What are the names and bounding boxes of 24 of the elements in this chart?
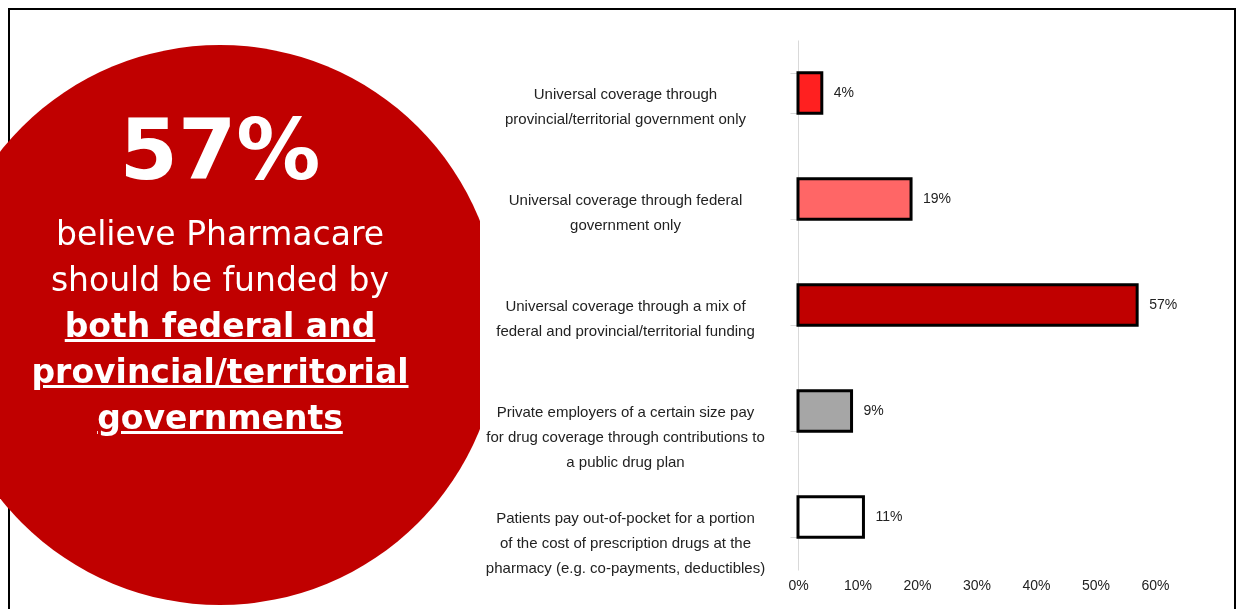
bar: [796, 71, 824, 115]
text: both federal and provincial/territorial governments: [30, 305, 410, 439]
bar: [796, 389, 854, 433]
data-label: 4%: [833, 84, 855, 100]
data-label: 9%: [863, 402, 884, 418]
y-tick-label: Private employers of a certain size pay for drug coverage through contributions to a public drug plan: [486, 402, 765, 470]
x-tick-label: 10%: [843, 576, 873, 593]
data-label: 19%: [923, 190, 952, 206]
x-tick-label: 50%: [1081, 576, 1111, 593]
x-tick-label: 0%: [788, 576, 809, 593]
data-label: 11%: [875, 508, 903, 524]
data-label: 57%: [1149, 296, 1178, 312]
x-tick-label: 60%: [1141, 576, 1170, 593]
y-tick-label: Universal coverage through a mix of federal and provincial/territorial funding: [496, 296, 755, 339]
x-tick-label: 40%: [1022, 576, 1051, 593]
text: 57%: [118, 100, 322, 201]
y-tick-label: Patients pay out-of-pocket for a portion of the cost of prescription drugs at the pharmacy (e.g. co-payments, deductibles): [485, 508, 766, 576]
x-tick-label: 20%: [903, 576, 932, 593]
x-tick-label: 30%: [962, 576, 992, 593]
bar: [796, 495, 865, 539]
y-tick-label: Universal coverage through provincial/territorial government only: [505, 84, 747, 127]
bar: [796, 283, 1139, 327]
y-tick-label: Universal coverage through federal government only: [508, 190, 743, 233]
bar: [796, 177, 913, 221]
